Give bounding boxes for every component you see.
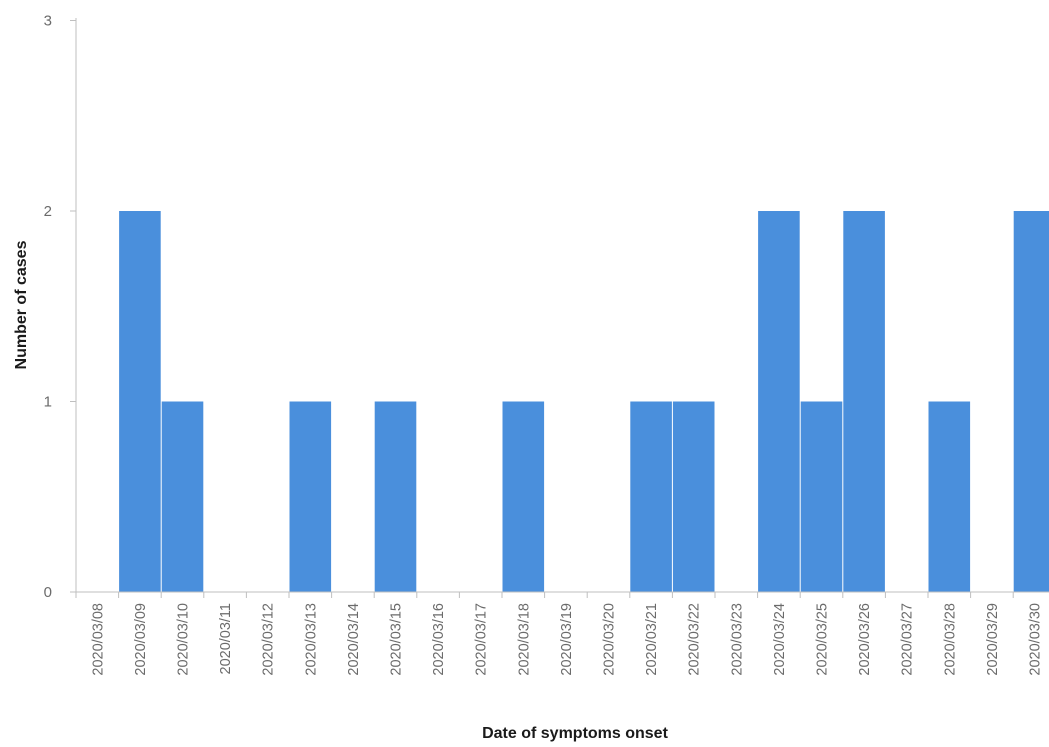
- x-tick-label: 2020/03/28: [942, 603, 958, 676]
- y-tick-label: 2: [44, 203, 52, 220]
- x-tick-label: 2020/03/26: [857, 603, 873, 676]
- bar-2020-03-18: [502, 401, 545, 592]
- x-tick-label: 2020/03/27: [900, 603, 916, 676]
- x-tick-label: 2020/03/14: [346, 603, 362, 676]
- x-tick-label: 2020/03/18: [516, 603, 532, 676]
- x-tick-label: 2020/03/16: [431, 603, 447, 676]
- y-axis-title: Number of cases: [13, 240, 30, 369]
- x-tick-label: 2020/03/17: [474, 603, 490, 676]
- x-ticks-layer: 2020/03/08 2020/03/09 2020/03/10 2020/03/11…: [75, 592, 1044, 676]
- bars-layer: [119, 211, 1049, 592]
- bar-2020-03-21: [630, 401, 672, 592]
- x-tick-label: 2020/03/19: [559, 603, 575, 676]
- x-tick-label: 2020/03/30: [1028, 603, 1044, 676]
- y-tick-label: 3: [44, 13, 52, 30]
- x-tick-label: 2020/03/13: [303, 603, 319, 676]
- bar-2020-03-25: [800, 401, 843, 592]
- x-tick-label: 2020/03/15: [389, 603, 405, 676]
- x-tick-label: 2020/03/24: [772, 603, 788, 676]
- x-tick-label: 2020/03/23: [729, 603, 745, 676]
- x-tick-label: 2020/03/12: [261, 603, 277, 676]
- y-ticks-layer: 0 1 2 3: [44, 13, 76, 601]
- x-tick-label: 2020/03/10: [176, 603, 192, 676]
- bar-2020-03-28: [928, 401, 971, 592]
- y-tick-label: 1: [44, 394, 52, 411]
- bar-2020-03-22: [672, 401, 715, 592]
- bar-2020-03-15: [374, 401, 417, 592]
- bar-2020-03-10: [161, 401, 204, 592]
- x-tick-label: 2020/03/11: [218, 603, 234, 675]
- x-tick-label: 2020/03/22: [687, 603, 703, 676]
- x-tick-label: 2020/03/25: [815, 603, 831, 676]
- bar-2020-03-30: [1013, 211, 1049, 592]
- x-tick-label: 2020/03/08: [90, 603, 106, 676]
- x-axis-title: Date of symptoms onset: [482, 725, 668, 742]
- x-tick-label: 2020/03/29: [985, 603, 1001, 676]
- bar-2020-03-26: [843, 211, 885, 592]
- x-tick-label: 2020/03/20: [602, 603, 618, 676]
- y-tick-label: 0: [44, 584, 52, 601]
- x-tick-label: 2020/03/09: [133, 603, 149, 676]
- bar-2020-03-09: [119, 211, 161, 592]
- bar-2020-03-24: [758, 211, 800, 592]
- x-tick-label: 2020/03/21: [644, 603, 660, 676]
- bar-2020-03-13: [289, 401, 332, 592]
